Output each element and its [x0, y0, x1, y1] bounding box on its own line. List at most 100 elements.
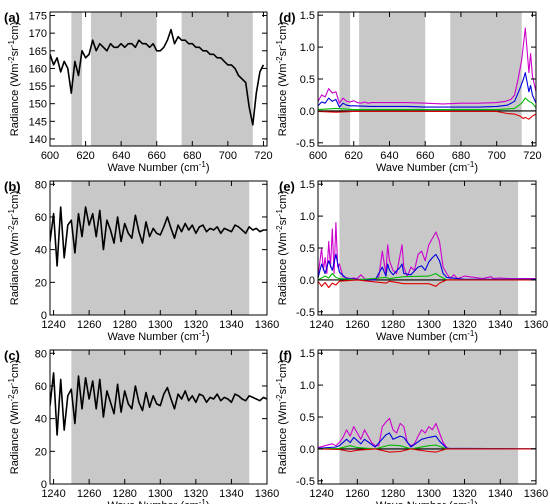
y-axis-label: Radiance (Wm-2sr-1cm) [7, 191, 21, 306]
y-tick-label: 0 [41, 479, 47, 491]
y-tick-label: 0.5 [300, 74, 315, 86]
x-tick-label: 660 [416, 150, 434, 162]
y-tick-label: 1.5 [300, 348, 315, 360]
x-tick-label: 620 [76, 150, 94, 162]
y-tick-label: 140 [29, 134, 47, 146]
x-tick-label: 1320 [184, 319, 208, 331]
series-line [50, 372, 267, 436]
shaded-region [359, 12, 426, 146]
shaded-region [71, 350, 250, 484]
x-tick-label: 1280 [112, 488, 136, 500]
series-line [318, 27, 536, 105]
x-axis-label: Wave Number (cm-1) [376, 329, 478, 343]
x-tick-label: 1240 [41, 488, 65, 500]
y-tick-label: 1.0 [300, 380, 315, 392]
x-tick-label: 1260 [77, 488, 101, 500]
y-tick-label: 1.0 [300, 42, 315, 54]
y-tick-label: 150 [29, 99, 47, 111]
y-tick-label: 40 [35, 414, 47, 426]
x-tick-label: 620 [345, 150, 363, 162]
series-line [50, 28, 265, 126]
panel-f: 1240 1260 1280 1300 1320 1340 1360 -0.5 0.0 0.5 1.… [275, 348, 548, 504]
x-tick-label: 600 [309, 150, 327, 162]
y-tick-label: 0.5 [300, 243, 315, 255]
x-axis-label: Wave Number (cm-1) [107, 329, 209, 343]
y-tick-label: 0.0 [300, 275, 315, 287]
x-tick-label: 1360 [524, 488, 548, 500]
x-tick-label: 1300 [417, 319, 441, 331]
panel-d: 600 620 640 660 680 700 720 -0.5 0.0 0.5 1.0 1.5 Wav… [275, 10, 542, 174]
panel-label: (f) [279, 348, 292, 363]
x-tick-label: 1260 [345, 488, 369, 500]
y-tick-label: 80 [35, 348, 47, 360]
series-line [318, 110, 536, 120]
series-line [318, 253, 536, 281]
panel-label: (b) [4, 179, 21, 194]
x-tick-label: 680 [452, 150, 470, 162]
y-tick-label: 1.0 [300, 211, 315, 223]
x-tick-label: 700 [488, 150, 506, 162]
y-tick-label: 1.5 [300, 10, 315, 22]
y-tick-label: 0.5 [300, 412, 315, 424]
series-line [318, 279, 536, 289]
x-tick-label: 1240 [309, 319, 333, 331]
series-line [318, 72, 536, 108]
plot-frame [49, 11, 268, 147]
series-line [318, 221, 536, 281]
y-axis-label: Radiance (Wm-2sr-1cm) [7, 360, 21, 475]
y-tick-label: -0.5 [296, 476, 315, 488]
panel-label: (e) [279, 179, 295, 194]
x-tick-label: 700 [219, 150, 237, 162]
y-axis-label: Radiance (Wm-2sr-1cm) [275, 22, 289, 137]
x-tick-label: 720 [523, 150, 541, 162]
panel-label: (a) [4, 10, 20, 25]
y-tick-label: 40 [35, 245, 47, 257]
y-tick-label: -0.5 [296, 307, 315, 319]
x-axis-label: Wave Number (cm-1) [107, 498, 209, 504]
x-tick-label: 640 [380, 150, 398, 162]
shaded-region [71, 181, 250, 315]
x-tick-label: 1340 [219, 319, 243, 331]
x-tick-label: 1280 [381, 319, 405, 331]
series-line [318, 272, 536, 281]
x-tick-label: 1340 [219, 488, 243, 500]
shaded-region [90, 12, 157, 146]
panel-label: (c) [4, 348, 20, 363]
x-tick-label: 1320 [452, 488, 476, 500]
y-tick-label: 0.0 [300, 106, 315, 118]
shaded-region [71, 12, 83, 146]
y-tick-label: 20 [35, 277, 47, 289]
y-tick-label: 80 [35, 179, 47, 191]
y-tick-label: 0 [41, 310, 47, 322]
x-tick-label: 660 [148, 150, 166, 162]
x-tick-label: 1300 [148, 319, 172, 331]
plot-frame [49, 349, 268, 485]
x-tick-label: 1340 [488, 319, 512, 331]
shaded-region [181, 12, 253, 146]
x-tick-label: 1300 [417, 488, 441, 500]
panel-b: 1240 1260 1280 1300 1320 1340 1360 0 20 40 60 80 Wav… [4, 179, 279, 343]
y-axis-label: Radiance (Wm-2sr-1cm) [7, 22, 21, 137]
x-tick-label: 1240 [41, 319, 65, 331]
y-tick-label: 0.0 [300, 444, 315, 456]
series-line [318, 432, 536, 450]
x-tick-label: 1360 [255, 488, 279, 500]
x-tick-label: 1260 [77, 319, 101, 331]
x-tick-label: 640 [112, 150, 130, 162]
y-tick-label: 170 [29, 28, 47, 40]
shaded-region [339, 12, 351, 146]
y-tick-label: 60 [35, 381, 47, 393]
y-tick-label: 155 [29, 81, 47, 93]
panel-e: 1240 1260 1280 1300 1320 1340 1360 -0.5 0.0 0.5 1.… [275, 179, 548, 343]
x-tick-label: 1360 [255, 319, 279, 331]
series-line [318, 97, 536, 111]
shaded-region [339, 350, 519, 484]
x-tick-label: 1240 [309, 488, 333, 500]
y-axis-label: Radiance (Wm-2sr-1cm) [275, 360, 289, 475]
y-tick-label: 165 [29, 46, 47, 58]
shaded-region [450, 12, 522, 146]
y-tick-label: 20 [35, 446, 47, 458]
x-tick-label: 1260 [345, 319, 369, 331]
x-tick-label: 1340 [488, 488, 512, 500]
